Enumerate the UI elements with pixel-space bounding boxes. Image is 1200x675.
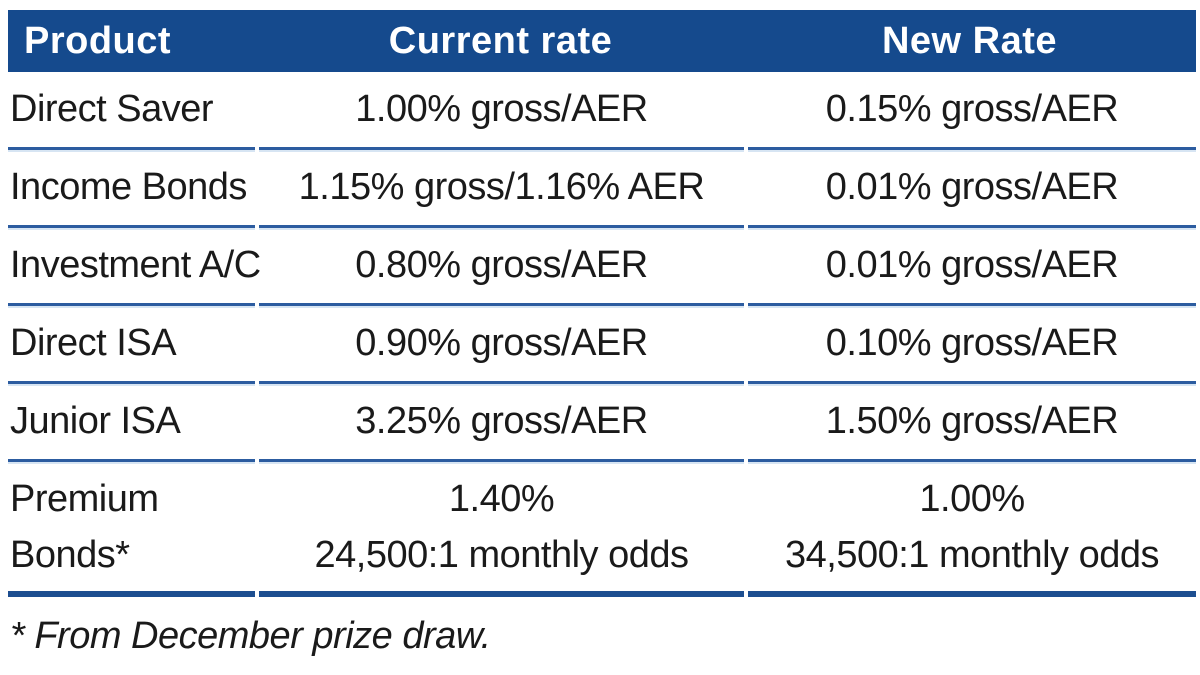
product-cell: Income Bonds: [8, 150, 255, 228]
new-rate-cell: 0.15% gross/AER: [748, 72, 1196, 150]
product-cell: Direct Saver: [8, 72, 255, 150]
current-rate-cell: 0.80% gross/AER: [259, 228, 744, 306]
new-rate-cell: 0.01% gross/AER: [748, 228, 1196, 306]
product-cell: Premium Bonds*: [8, 462, 255, 597]
footnote: * From December prize draw.: [10, 615, 491, 657]
new-rate-cell: 0.10% gross/AER: [748, 306, 1196, 384]
column-header-current-rate: Current rate: [388, 19, 613, 62]
current-rate-cell: 0.90% gross/AER: [259, 306, 744, 384]
current-rate-odds: 24,500:1 monthly odds: [314, 533, 690, 576]
product-cell: Junior ISA: [8, 384, 255, 462]
current-rate-cell: 1.15% gross/1.16% AER: [259, 150, 744, 228]
column-header-product: Product: [24, 19, 172, 62]
current-rate-cell: 1.00% gross/AER: [259, 72, 744, 150]
table-row: Investment A/C 0.80% gross/AER 0.01% gro…: [8, 228, 1196, 306]
column-header-new-rate: New Rate: [881, 19, 1058, 62]
current-rate-cell: 1.40% 24,500:1 monthly odds: [259, 462, 744, 597]
new-rate-odds: 34,500:1 monthly odds: [785, 533, 1160, 576]
new-rate-cell: 0.01% gross/AER: [748, 150, 1196, 228]
table-row: Income Bonds 1.15% gross/1.16% AER 0.01%…: [8, 150, 1196, 228]
current-rate-value: 1.40%: [448, 477, 555, 520]
table-row-premium-bonds: Premium Bonds* 1.40% 24,500:1 monthly od…: [8, 462, 1196, 597]
current-rate-cell: 3.25% gross/AER: [259, 384, 744, 462]
new-rate-cell: 1.50% gross/AER: [748, 384, 1196, 462]
new-rate-value: 1.00%: [919, 477, 1025, 520]
table-row: Direct ISA 0.90% gross/AER 0.10% gross/A…: [8, 306, 1196, 384]
table-row: Direct Saver 1.00% gross/AER 0.15% gross…: [8, 72, 1196, 150]
table-header-row: Product Current rate New Rate: [8, 10, 1196, 72]
table-row: Junior ISA 3.25% gross/AER 1.50% gross/A…: [8, 384, 1196, 462]
product-cell: Direct ISA: [8, 306, 255, 384]
rates-table: Product Current rate New Rate Direct Sav…: [8, 10, 1196, 597]
product-cell: Investment A/C: [8, 228, 261, 306]
new-rate-cell: 1.00% 34,500:1 monthly odds: [748, 462, 1196, 597]
